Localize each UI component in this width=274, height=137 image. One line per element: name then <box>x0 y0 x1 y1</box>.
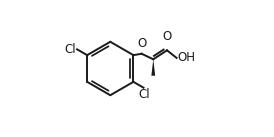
Text: Cl: Cl <box>138 88 150 101</box>
Text: O: O <box>137 37 146 50</box>
Text: O: O <box>162 31 172 43</box>
Polygon shape <box>151 59 155 76</box>
Text: Cl: Cl <box>64 43 76 56</box>
Text: OH: OH <box>178 51 196 64</box>
